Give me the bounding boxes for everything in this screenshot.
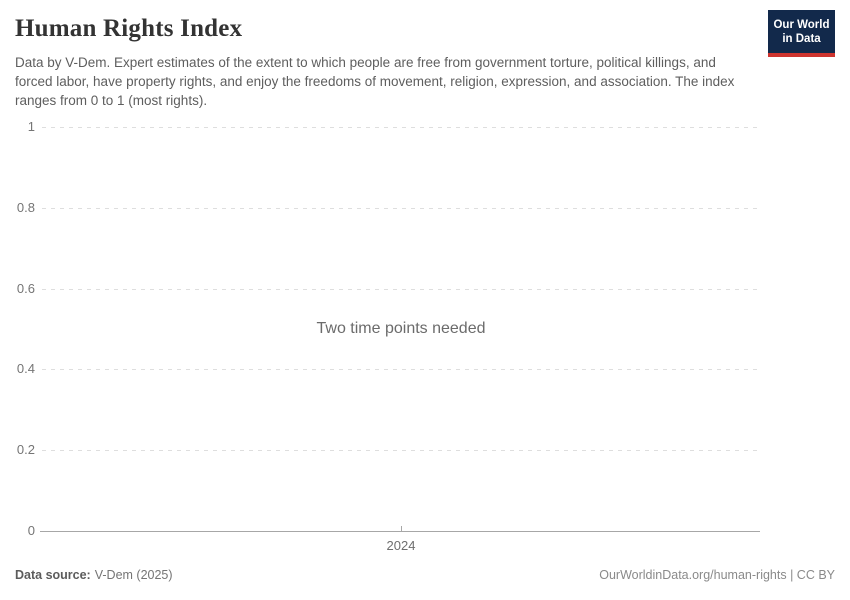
- data-source-value: V-Dem (2025): [94, 568, 173, 582]
- owid-logo[interactable]: Our World in Data: [768, 10, 835, 57]
- data-source-label: Data source:: [15, 568, 91, 582]
- chart-footer: Data source: V-Dem (2025) OurWorldinData.…: [15, 568, 835, 582]
- empty-state-message: Two time points needed: [316, 320, 486, 337]
- y-gridline: [42, 127, 760, 128]
- data-source: Data source: V-Dem (2025): [15, 568, 173, 582]
- y-gridline: [42, 288, 760, 290]
- owid-logo-line1: Our World: [773, 19, 830, 31]
- owid-logo-line2: in Data: [782, 32, 821, 45]
- attribution-link[interactable]: OurWorldinData.org/human-rights | CC BY: [599, 568, 835, 582]
- y-axis-tick-label: 0: [27, 523, 35, 538]
- y-axis-tick-label: 0.2: [16, 442, 35, 458]
- y-gridline: [42, 450, 760, 452]
- chart-subtitle: Data by V-Dem. Expert estimates of the e…: [15, 55, 735, 108]
- x-axis-tick-mark: [401, 526, 402, 531]
- page-title: Human Rights Index: [15, 15, 243, 42]
- y-gridline: [42, 369, 760, 371]
- y-axis-tick-label: 0.6: [16, 280, 35, 296]
- y-axis-tick-label: 0.8: [16, 199, 35, 215]
- x-axis-tick-label: 2024: [386, 538, 416, 553]
- y-axis-tick-label: 1: [27, 119, 35, 134]
- x-axis-line: [40, 531, 760, 532]
- y-gridline: [42, 207, 760, 209]
- y-axis-tick-label: 0.4: [16, 361, 35, 377]
